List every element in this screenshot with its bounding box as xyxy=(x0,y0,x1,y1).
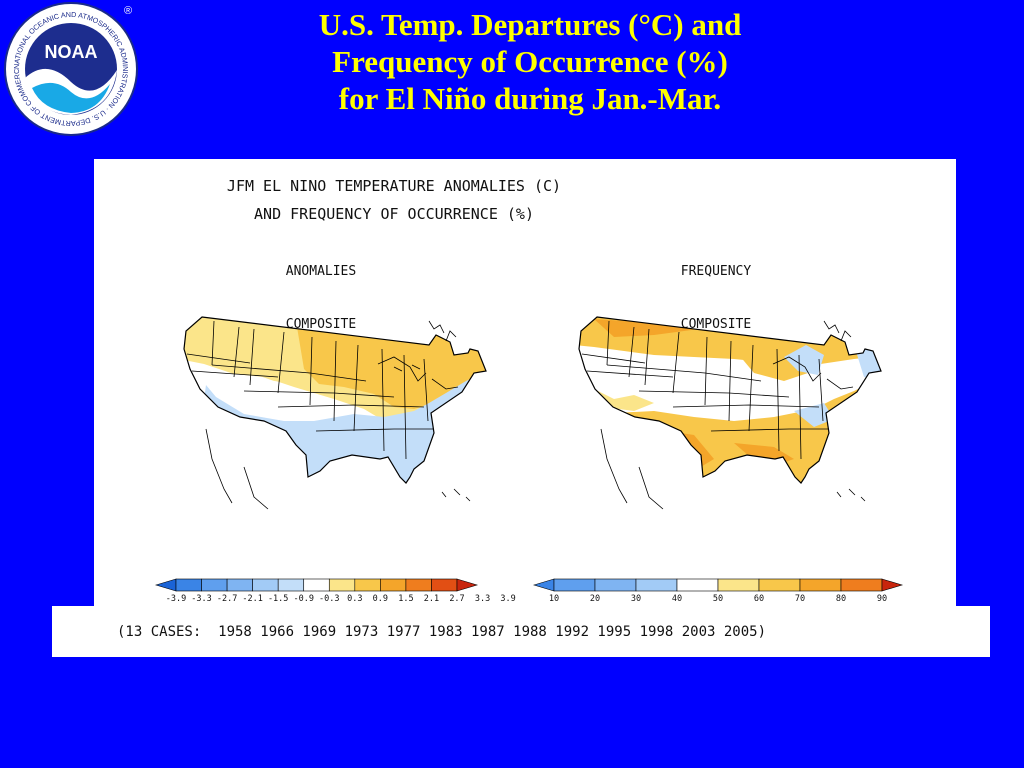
noaa-logo: NATIONAL OCEANIC AND ATMOSPHERIC ADMINIS… xyxy=(2,0,138,136)
anomaly-colorbar-cell xyxy=(175,578,202,592)
right-map-header: FREQUENCY xyxy=(681,264,752,279)
cases-list: (13 CASES: 1958 1966 1969 1973 1977 1983… xyxy=(117,624,766,640)
left-map-subheader: COMPOSITE xyxy=(286,317,356,332)
slide-title-line-1: U.S. Temp. Departures (°C) and xyxy=(318,7,742,42)
anomaly-colorbar-cell xyxy=(277,578,305,592)
anomaly-colorbar-cell xyxy=(380,578,407,592)
frequency-colorbar: 10 20 30 40 50 60 70 80 90 xyxy=(532,578,904,604)
slide-title-line-3: for El Niño during Jan.-Mar. xyxy=(338,81,722,116)
cases-strip: (13 CASES: 1958 1966 1969 1973 1977 1983… xyxy=(52,606,990,657)
anomaly-colorbar-cell xyxy=(431,578,458,592)
frequency-colorbar-cell xyxy=(676,578,719,592)
frequency-colorbar-label: 50 xyxy=(713,594,723,604)
frequency-colorbar-label: 60 xyxy=(754,594,764,604)
slide-title: U.S. Temp. Departures (°C) and Frequency… xyxy=(150,6,910,117)
figure-title-line-2: AND FREQUENCY OF OCCURRENCE (%) xyxy=(254,205,534,223)
left-map-header: ANOMALIES xyxy=(286,264,356,279)
anomaly-colorbar-label: -3.3 xyxy=(191,594,211,604)
anomaly-colorbar-label: -2.7 xyxy=(217,594,237,604)
anomaly-colorbar-label: -0.9 xyxy=(293,594,313,604)
frequency-colorbar-cell xyxy=(799,578,842,592)
frequency-colorbar-cell-left xyxy=(532,578,555,592)
anomaly-colorbar-label: -1.5 xyxy=(268,594,288,604)
anomaly-colorbar-cell xyxy=(328,578,356,592)
anomaly-colorbar-cell xyxy=(354,578,381,592)
frequency-colorbar-cell xyxy=(717,578,760,592)
frequency-colorbar-cell xyxy=(553,578,596,592)
anomaly-colorbar-label: -2.1 xyxy=(242,594,262,604)
anomaly-colorbar-cell xyxy=(252,578,279,592)
frequency-map xyxy=(578,316,882,510)
frequency-colorbar-label: 40 xyxy=(672,594,682,604)
anomaly-colorbar-cell-right xyxy=(456,578,479,592)
frequency-colorbar-cell xyxy=(635,578,678,592)
anomaly-colorbar-label: -0.3 xyxy=(319,594,339,604)
registered-mark: ® xyxy=(124,5,132,17)
frequency-colorbar-label: 80 xyxy=(836,594,846,604)
anomaly-colorbar-label: -3.9 xyxy=(166,594,186,604)
figure-panel: JFM EL NINO TEMPERATURE ANOMALIES (C) AN… xyxy=(94,159,956,609)
frequency-colorbar-label: 30 xyxy=(631,594,641,604)
anomaly-colorbar-label: 0.3 xyxy=(347,594,362,604)
anomaly-colorbar: -3.9 -3.3 -2.7 -2.1 -1.5 -0.9 -0.3 0.3 0.9 1.5 2.1… xyxy=(154,578,516,604)
anomaly-colorbar-cell xyxy=(226,578,253,592)
logo-noaa-text: NOAA xyxy=(45,42,98,62)
anomaly-colorbar-label: 2.1 xyxy=(424,594,439,604)
frequency-colorbar-label: 20 xyxy=(590,594,600,604)
frequency-colorbar-label: 90 xyxy=(877,594,887,604)
figure-title-line-1: JFM EL NINO TEMPERATURE ANOMALIES (C) xyxy=(227,177,561,195)
frequency-colorbar-cell xyxy=(758,578,801,592)
anomaly-colorbar-label: 1.5 xyxy=(398,594,413,604)
frequency-colorbar-cell xyxy=(840,578,883,592)
anomaly-colorbar-label: 2.7 xyxy=(449,594,464,604)
anomaly-colorbar-label: 3.3 xyxy=(475,594,490,604)
anomaly-colorbar-cell xyxy=(405,578,432,592)
figure-svg: JFM EL NINO TEMPERATURE ANOMALIES (C) AN… xyxy=(154,177,904,604)
anomaly-colorbar-label: 3.9 xyxy=(500,594,515,604)
frequency-colorbar-cell-right xyxy=(881,578,904,592)
frequency-colorbar-label: 10 xyxy=(549,594,559,604)
slide-title-line-2: Frequency of Occurrence (%) xyxy=(332,44,728,79)
anomaly-colorbar-cell xyxy=(201,578,228,592)
anomaly-colorbar-cell xyxy=(303,578,330,592)
frequency-colorbar-cell xyxy=(594,578,637,592)
anomaly-colorbar-label: 0.9 xyxy=(373,594,388,604)
right-map-subheader: COMPOSITE xyxy=(681,317,751,332)
frequency-colorbar-label: 70 xyxy=(795,594,805,604)
anomaly-colorbar-cell-left xyxy=(154,578,177,592)
